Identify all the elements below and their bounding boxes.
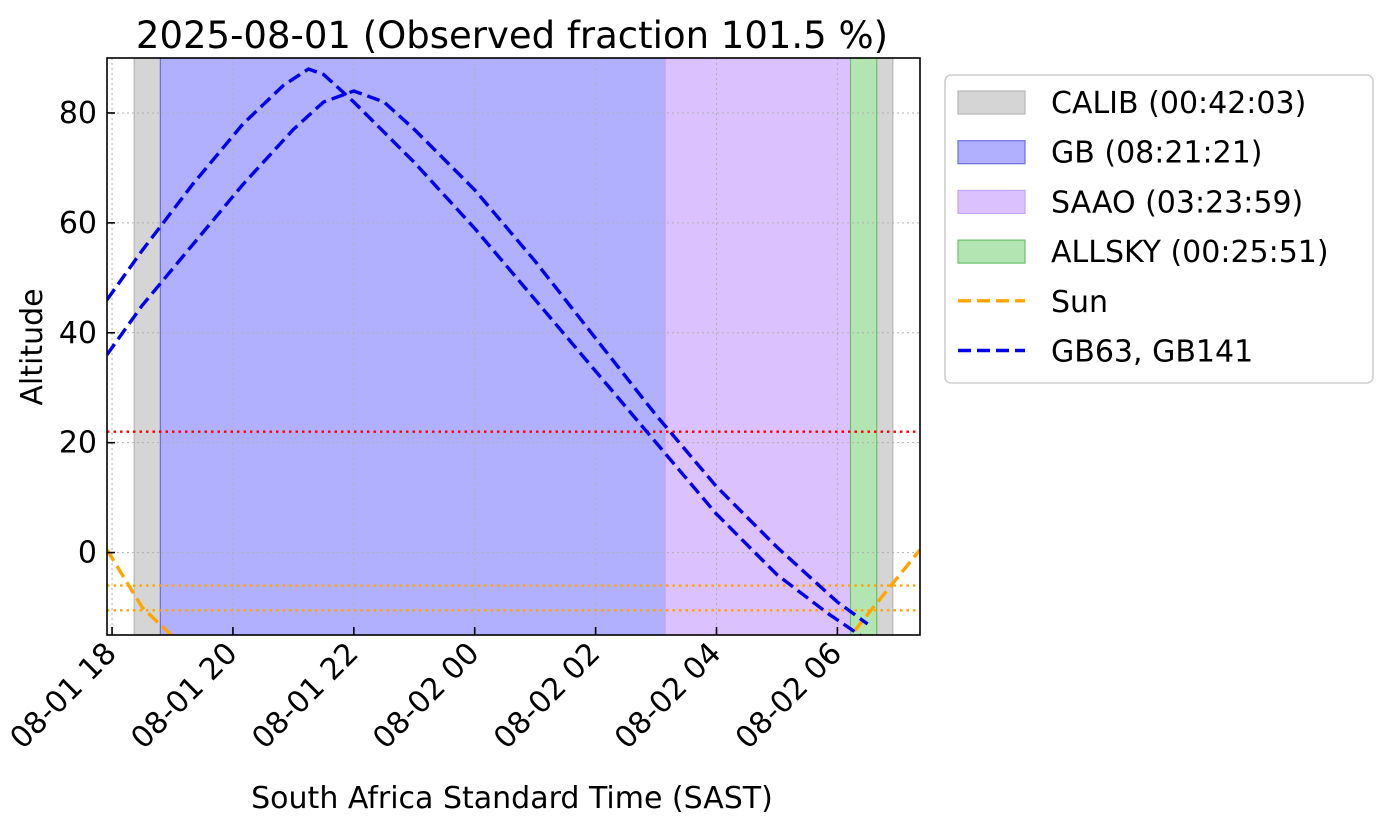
legend-label: SAAO (03:23:59) xyxy=(1051,185,1303,220)
x-tick-label: 08-02 06 xyxy=(729,636,849,756)
y-tick-label: 40 xyxy=(59,316,97,351)
x-tick-label: 08-01 20 xyxy=(124,636,244,756)
y-tick-label: 60 xyxy=(59,206,97,241)
plot-area xyxy=(107,58,920,635)
legend-label: GB63, GB141 xyxy=(1051,335,1253,370)
x-tick-label: 08-02 00 xyxy=(366,636,486,756)
x-tick-label: 08-02 02 xyxy=(487,636,607,756)
legend-label: CALIB (00:42:03) xyxy=(1051,86,1306,121)
span-calib-0 xyxy=(133,58,161,635)
legend-label: GB (08:21:21) xyxy=(1051,136,1263,171)
legend-swatch xyxy=(957,140,1026,165)
legend-label: ALLSKY (00:25:51) xyxy=(1051,235,1329,270)
y-tick-label: 80 xyxy=(59,96,97,131)
series-line-gb63-2 xyxy=(107,67,863,635)
span-gb-0 xyxy=(159,58,666,635)
y-tick-label: 20 xyxy=(59,426,97,461)
y-axis-label: Altitude xyxy=(15,288,50,405)
legend-swatch xyxy=(957,239,1026,264)
series-line-sun-0 xyxy=(107,548,174,635)
legend-box xyxy=(944,74,1374,384)
x-tick-label: 08-01 22 xyxy=(245,636,365,756)
chart-title: 2025-08-01 (Observed fraction 101.5 %) xyxy=(136,14,888,57)
x-tick-label: 08-02 04 xyxy=(608,636,728,756)
x-tick-label: 08-01 18 xyxy=(4,636,124,756)
legend: CALIB (00:42:03) GB (08:21:21) SAAO (03:23… xyxy=(944,74,1374,384)
series-line-gb141-3 xyxy=(107,89,869,626)
legend-swatch xyxy=(957,90,1026,115)
span-allsky-0 xyxy=(849,58,878,635)
series-line-sun-1 xyxy=(849,548,920,635)
legend-label: Sun xyxy=(1051,285,1108,320)
span-calib-1 xyxy=(876,58,894,635)
y-tick-label: 0 xyxy=(78,536,97,571)
legend-swatch xyxy=(957,189,1026,214)
plot-frame xyxy=(106,57,921,636)
span-saao-0 xyxy=(664,58,872,635)
x-axis-label: South Africa Standard Time (SAST) xyxy=(251,781,773,816)
